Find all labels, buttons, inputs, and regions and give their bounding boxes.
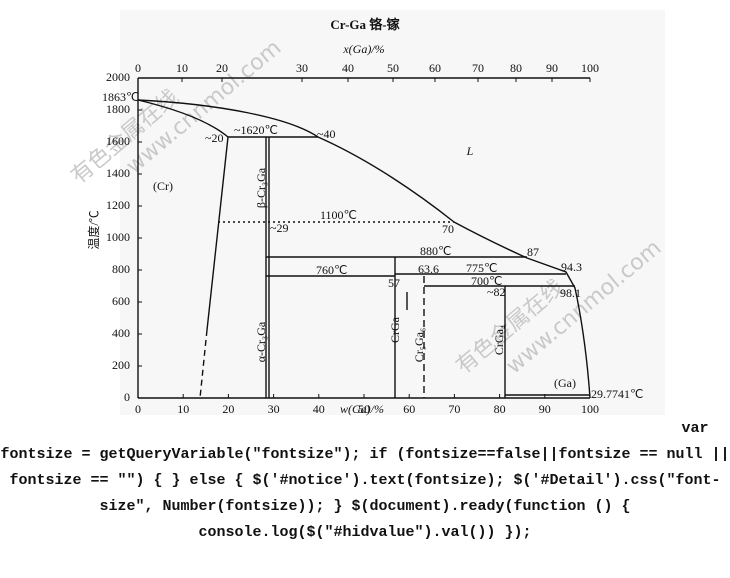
annotation: (Cr) [153, 179, 173, 193]
x-tick-label: 70 [448, 402, 460, 416]
solidus [137, 99, 229, 138]
top-axis-label: x(Ga)/% [342, 42, 384, 56]
title: Cr-Ga 铬-镓 [330, 17, 400, 32]
x-tick-label: 100 [581, 402, 599, 416]
x-tick-label: 80 [494, 402, 506, 416]
liquidus [137, 99, 591, 399]
annotation: 29.7741℃ [591, 387, 643, 401]
annotation: 94.3 [561, 260, 582, 274]
y-tick-label: 400 [112, 326, 130, 340]
leaked-script-text: var fontsize = getQueryVariable("fontsiz… [0, 420, 730, 541]
top-tick-label: 50 [387, 61, 399, 75]
annotation: 700℃ [471, 274, 502, 288]
top-tick-label: 10 [176, 61, 188, 75]
annotation: 775℃ [466, 261, 497, 275]
annotation: ~20 [205, 131, 224, 145]
annotation: 1100℃ [320, 208, 357, 222]
phase-diagram: 有色金属在线www.cnnmol.com有色金属在线www.cnnmol.com… [66, 16, 667, 416]
y-tick-label: 0 [124, 390, 130, 404]
x-tick-label: 30 [268, 402, 280, 416]
annotation: 70 [442, 222, 454, 236]
annotation: 98.1 [560, 286, 581, 300]
y-tick-label: 1600 [106, 134, 130, 148]
top-tick-label: 40 [342, 61, 354, 75]
cr-solvus [206, 136, 229, 331]
annotation: 87 [527, 245, 539, 259]
x-tick-label: 10 [177, 402, 189, 416]
top-tick-label: 100 [581, 61, 599, 75]
annotation: ~29 [270, 221, 289, 235]
annotation: β-Cr₃Ga [254, 167, 268, 208]
top-tick-label: 90 [546, 61, 558, 75]
x-tick-label: 20 [222, 402, 234, 416]
annotation: 880℃ [420, 244, 451, 258]
annotation: 63.6 [418, 262, 439, 276]
top-tick-label: 20 [216, 61, 228, 75]
annotation: CrGa [388, 316, 402, 343]
x-tick-label: 60 [403, 402, 415, 416]
top-tick-label: 80 [510, 61, 522, 75]
annotation: (Ga) [554, 376, 576, 390]
top-tick-label: 70 [472, 61, 484, 75]
annotation: α-Cr₃Ga [254, 321, 268, 362]
annotation: 1863℃ [102, 90, 139, 104]
x-tick-label: 40 [313, 402, 325, 416]
y-tick-label: 800 [112, 262, 130, 276]
annotation: CrGa₄ [492, 325, 506, 355]
cr-solvus-dashed [199, 329, 208, 399]
top-tick-label: 30 [296, 61, 308, 75]
annotation: ~82 [487, 285, 506, 299]
top-tick-label: 0 [135, 61, 141, 75]
top-tick-label: 60 [429, 61, 441, 75]
annotation: ~40 [317, 127, 336, 141]
y-tick-label: 1200 [106, 198, 130, 212]
y-tick-label: 1800 [106, 102, 130, 116]
annotation: L [466, 144, 474, 158]
x-tick-label: 0 [135, 402, 141, 416]
annotation: 57 [388, 276, 400, 290]
annotation: 760℃ [316, 263, 347, 277]
y-tick-label: 600 [112, 294, 130, 308]
annotation: Cr₅Ga₆ [412, 328, 426, 362]
y-tick-label: 1000 [106, 230, 130, 244]
y-tick-label: 200 [112, 358, 130, 372]
left-axis-label: 温度/℃ [86, 210, 101, 249]
y-tick-label: 2000 [106, 70, 130, 84]
x-tick-label: 90 [539, 402, 551, 416]
bottom-axis-label: w(Ga)/% [340, 402, 384, 416]
x-tick-label: 50 [358, 402, 370, 416]
annotation: ~1620℃ [234, 123, 278, 137]
y-tick-label: 1400 [106, 166, 130, 180]
